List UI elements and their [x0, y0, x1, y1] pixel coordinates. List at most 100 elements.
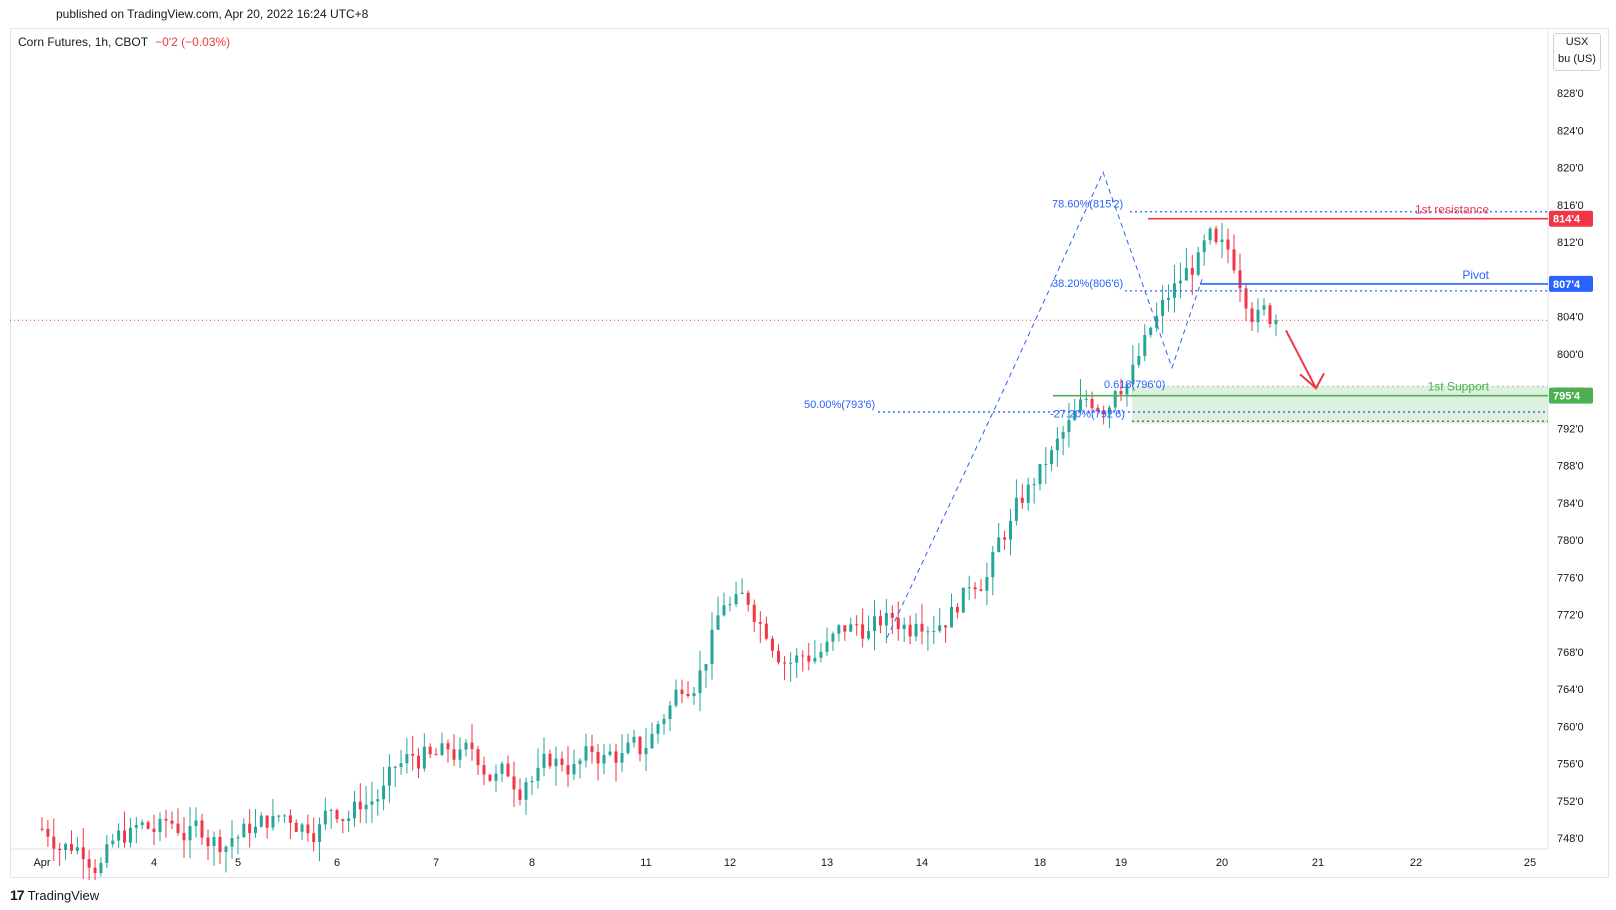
- candle-body: [1143, 335, 1147, 357]
- candle-body: [991, 552, 995, 578]
- candle-body: [387, 767, 391, 786]
- candle-body: [878, 616, 882, 626]
- x-tick-label: 6: [334, 857, 340, 869]
- candle-body: [376, 799, 380, 802]
- candle-body: [152, 828, 156, 832]
- candle-body: [1244, 288, 1248, 309]
- candle-body: [914, 623, 918, 637]
- pivot-label: Pivot: [1462, 268, 1489, 282]
- candle-body: [488, 774, 492, 781]
- candle-body: [542, 753, 546, 768]
- candle-body: [1073, 410, 1077, 421]
- candle-body: [985, 577, 989, 591]
- candle-body: [855, 624, 859, 626]
- fib-label: 78.60%(815'2): [1052, 199, 1123, 211]
- candle-body: [632, 736, 636, 743]
- y-tick-label: 788'0: [1557, 461, 1584, 473]
- candle-body: [1137, 356, 1141, 365]
- candle-body: [306, 824, 310, 834]
- candle-body: [518, 789, 522, 800]
- candle-body: [218, 837, 222, 853]
- candle-body: [446, 743, 450, 750]
- candle-body: [807, 655, 811, 662]
- candle-body: [656, 724, 660, 734]
- candle-body: [1125, 384, 1129, 395]
- candle-body: [428, 746, 432, 755]
- candle-body: [524, 782, 528, 800]
- candle-body: [560, 758, 564, 766]
- x-tick-label: 19: [1115, 857, 1127, 869]
- price-change: −0'2 (−0.03%): [155, 35, 231, 49]
- candle-body: [584, 746, 588, 761]
- candle-body: [500, 763, 504, 774]
- candle-body: [176, 823, 180, 833]
- currency-code: USX: [1565, 36, 1589, 48]
- candle-body: [99, 862, 103, 874]
- candle-body: [64, 843, 68, 851]
- x-tick-label: 18: [1034, 857, 1046, 869]
- candle-body: [117, 830, 121, 841]
- candle-body: [1038, 464, 1042, 485]
- candle-body: [242, 823, 246, 838]
- candle-body: [1214, 228, 1218, 242]
- candle-body: [105, 844, 109, 863]
- candle-body: [1009, 520, 1012, 540]
- candle-body: [608, 751, 612, 755]
- fib-label: 38.20%(806'6): [1052, 278, 1123, 290]
- candle-body: [614, 751, 618, 763]
- candle-body: [831, 633, 835, 642]
- candle-body: [364, 804, 368, 810]
- y-tick-label: 756'0: [1557, 759, 1584, 771]
- candle-body: [1238, 270, 1242, 289]
- candle-body: [1226, 239, 1230, 250]
- candle-body: [825, 641, 829, 652]
- candle-body: [158, 818, 162, 832]
- x-tick-label: 7: [433, 857, 439, 869]
- candle-body: [452, 749, 456, 760]
- candle-body: [382, 785, 386, 800]
- x-tick-label: 8: [529, 857, 535, 869]
- unit-label: bu (US): [1558, 53, 1596, 65]
- candle-body: [795, 655, 799, 663]
- candle-body: [1161, 299, 1165, 316]
- candle-body: [194, 820, 198, 827]
- candle-body: [482, 765, 486, 775]
- candle-body: [93, 867, 97, 874]
- candle-body: [578, 760, 582, 765]
- candle-body: [662, 718, 666, 725]
- candle-body: [1262, 305, 1266, 310]
- candle-body: [1149, 327, 1153, 336]
- price-badge-bg: [1549, 387, 1593, 404]
- candle-body: [837, 625, 841, 634]
- fib-label: -27.20%(792'6): [1050, 408, 1125, 420]
- candle-body: [955, 606, 959, 613]
- candle-body: [758, 621, 762, 624]
- y-tick-label: 772'0: [1557, 610, 1584, 622]
- y-tick-label: 820'0: [1557, 163, 1584, 175]
- y-tick-label: 824'0: [1557, 125, 1584, 137]
- symbol-legend[interactable]: Corn Futures, 1h, CBOT −0'2 (−0.03%): [18, 35, 230, 49]
- candle-body: [548, 753, 552, 767]
- symbol-label: Corn Futures, 1h, CBOT: [18, 35, 148, 49]
- currency-unit-button[interactable]: USX bu (US): [1553, 33, 1601, 71]
- candle-body: [764, 623, 768, 639]
- price-chart[interactable]: 828'0824'0820'0816'0812'0808'0804'0800'0…: [0, 0, 1616, 880]
- candle-body: [476, 749, 480, 766]
- candle-body: [884, 613, 888, 626]
- tradingview-logo-icon: 17: [10, 887, 25, 903]
- candle-body: [1196, 252, 1200, 275]
- support-zone: [1132, 386, 1548, 424]
- candle-body: [323, 810, 327, 825]
- candle-body: [1107, 407, 1111, 415]
- harmonic-pattern: [886, 170, 1203, 638]
- candle-body: [536, 767, 540, 781]
- candle-body: [801, 655, 805, 657]
- candle-body: [638, 736, 642, 755]
- candle-body: [46, 828, 50, 837]
- tradingview-brand[interactable]: 17 TradingView: [10, 887, 99, 903]
- candle-body: [626, 742, 630, 754]
- candle-body: [819, 651, 823, 658]
- candle-body: [692, 693, 696, 697]
- candle-body: [1232, 249, 1236, 271]
- support-price-badge: 795'4: [1549, 387, 1593, 404]
